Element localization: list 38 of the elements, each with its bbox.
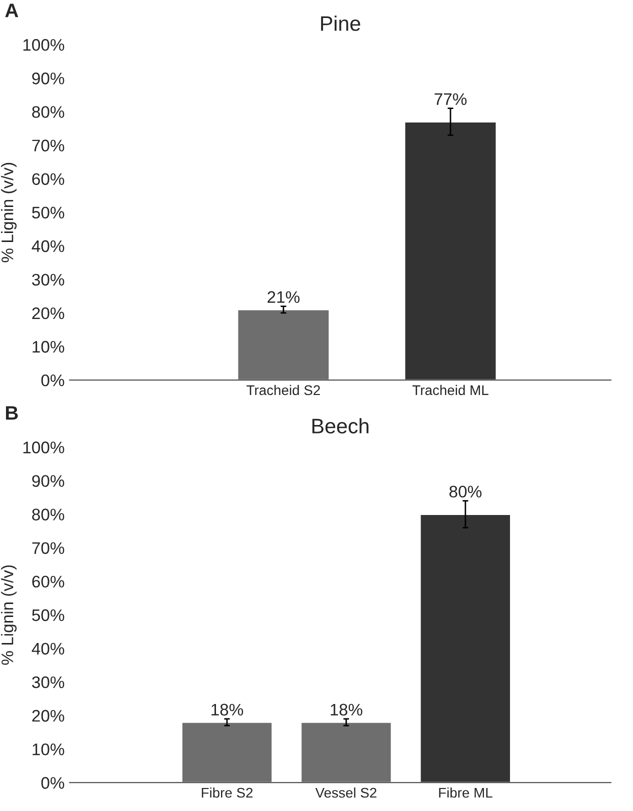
y-tick-label: 50% — [32, 206, 64, 219]
y-tick-label: 70% — [32, 542, 64, 554]
y-tick-label: 90% — [32, 72, 64, 84]
y-tick-label: 50% — [32, 609, 64, 622]
y-tick-label: 20% — [32, 710, 64, 722]
y-tick-label: 90% — [32, 475, 64, 487]
y-tick-label: 0% — [41, 777, 64, 789]
chart-title: Beech — [312, 418, 368, 434]
x-tick-label: Tracheid ML — [412, 384, 488, 396]
y-tick-label: 80% — [32, 106, 64, 118]
text: A — [5, 4, 18, 18]
y-tick-label: 100% — [23, 442, 64, 454]
y-tick-label: 0% — [41, 374, 64, 386]
y-axis-title: % Lignin (v/v) — [1, 565, 17, 665]
y-tick-label: 80% — [32, 508, 64, 520]
y-axis-title: % Lignin (v/v) — [1, 162, 17, 262]
y-tick-label: 10% — [32, 340, 64, 353]
y-tick-label: 60% — [32, 173, 64, 185]
chart-title: Pine — [321, 16, 360, 31]
x-tick-label: Tracheid S2 — [246, 384, 320, 396]
data-label: 21% — [268, 291, 300, 303]
data-label: 77% — [434, 93, 467, 105]
x-tick-label: Vessel S2 — [315, 787, 376, 798]
data-label: 18% — [212, 704, 244, 716]
text: B — [6, 406, 18, 420]
y-tick-label: 100% — [23, 39, 64, 51]
y-tick-label: 70% — [32, 140, 64, 152]
y-tick-label: 10% — [32, 743, 64, 756]
data-label: 18% — [330, 704, 362, 716]
y-tick-label: 30% — [32, 676, 64, 688]
y-tick-label: 60% — [32, 576, 64, 588]
y-tick-label: 40% — [32, 240, 64, 252]
y-tick-label: 30% — [32, 274, 64, 286]
x-tick-label: Fibre S2 — [202, 787, 253, 798]
x-tick-label: Fibre ML — [439, 787, 492, 798]
y-tick-label: 40% — [32, 642, 64, 655]
data-label: 80% — [449, 486, 482, 498]
y-tick-label: 20% — [32, 307, 64, 320]
